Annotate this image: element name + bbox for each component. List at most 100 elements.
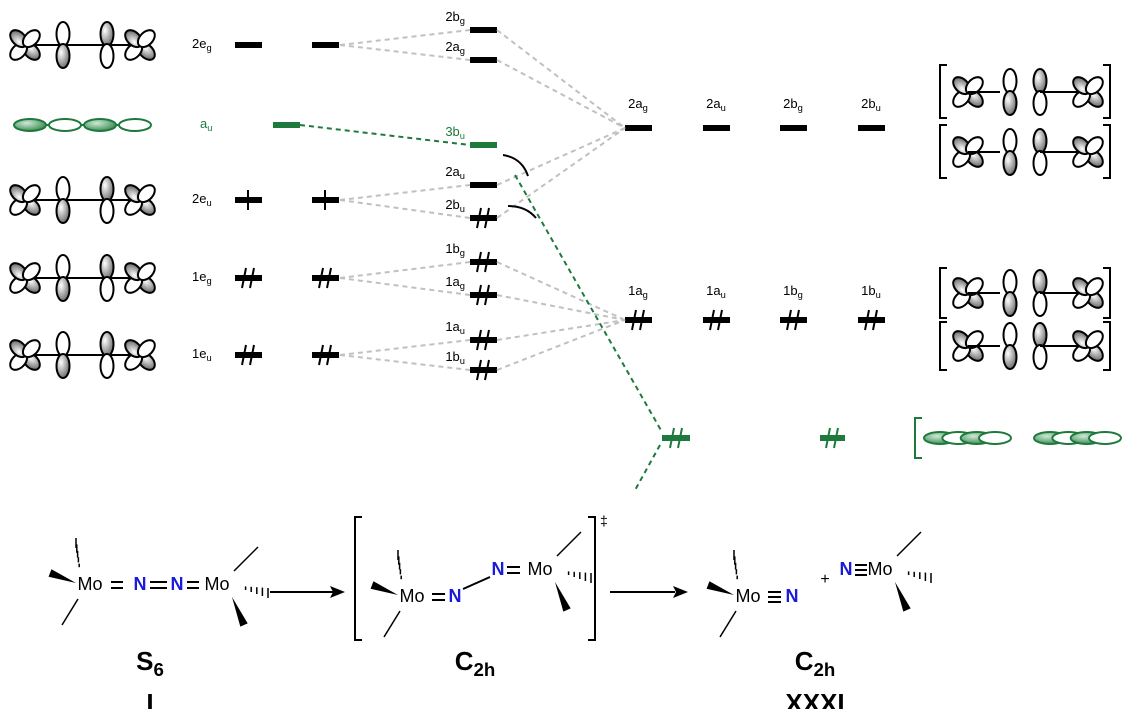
level [703, 317, 730, 323]
label-main: 3b [445, 124, 459, 139]
lobe [1089, 432, 1121, 444]
bracket [355, 517, 362, 640]
correlation-line [497, 262, 625, 320]
label-sub: 2h [473, 659, 495, 680]
label-sub: u [207, 123, 212, 133]
level [470, 57, 497, 63]
label-sub: u [876, 103, 881, 113]
label-sub: g [643, 103, 648, 113]
lobe [57, 22, 70, 46]
lobe [101, 22, 114, 46]
label: 1bg [445, 241, 465, 258]
lobe [1004, 129, 1017, 153]
atom: Mo [204, 574, 229, 594]
label-main: 1a [706, 283, 721, 298]
label-sub: 6 [153, 659, 163, 680]
bond [234, 547, 258, 571]
label: 2bu [445, 197, 465, 214]
lobe [979, 432, 1011, 444]
label: 1au [706, 283, 726, 300]
level [470, 337, 497, 343]
bond [463, 577, 490, 589]
atom: N [449, 586, 462, 606]
compound-label: I [146, 688, 153, 709]
level [235, 352, 262, 358]
level [625, 317, 652, 323]
level [235, 42, 262, 48]
atom: N [786, 586, 799, 606]
lobe [1004, 323, 1017, 347]
label-main: 1a [445, 274, 460, 289]
compound-label: XXXI [785, 688, 844, 709]
lobe [57, 199, 70, 223]
label-sub: g [460, 16, 465, 26]
level [662, 435, 690, 441]
label-sub: u [206, 353, 211, 363]
level [780, 317, 807, 323]
lobe [1004, 345, 1017, 369]
atom: N [171, 574, 184, 594]
lobe [101, 255, 114, 279]
label-main: 1a [628, 283, 643, 298]
label: 1bg [783, 283, 803, 300]
label-sub: u [460, 326, 465, 336]
label: au [200, 116, 212, 133]
label-sub: g [798, 103, 803, 113]
lobe [1034, 270, 1047, 294]
label-sub: g [460, 248, 465, 258]
correlation-line [634, 445, 660, 492]
label: 2au [706, 96, 726, 113]
correlation-line [497, 320, 625, 340]
lobe [57, 277, 70, 301]
wedge [707, 581, 734, 595]
atom: N [840, 559, 853, 579]
lobe [57, 332, 70, 356]
wedge [895, 582, 911, 612]
label-sub: g [206, 276, 211, 286]
bond [720, 611, 736, 637]
label-sub: g [206, 43, 211, 53]
wedge [555, 582, 571, 612]
lobe [119, 119, 151, 131]
label-main: 2a [706, 96, 721, 111]
bracket [1103, 268, 1110, 318]
label-main: 1e [192, 346, 206, 361]
level [470, 215, 497, 221]
lobe [57, 354, 70, 378]
correlation-line [497, 295, 625, 320]
atom: Mo [867, 559, 892, 579]
label-main: 1b [445, 241, 459, 256]
label: 1bu [861, 283, 881, 300]
lobe [57, 177, 70, 201]
label: C2h [795, 646, 836, 680]
bracket [940, 65, 947, 118]
arrowhead [673, 586, 688, 598]
bond [384, 611, 400, 637]
label-sub: u [460, 131, 465, 141]
label-main: 2e [192, 191, 206, 206]
label: 3bu [445, 124, 465, 141]
bond [897, 532, 921, 556]
label-sub: u [206, 198, 211, 208]
label-main: 1b [861, 283, 875, 298]
bracket [1103, 65, 1110, 118]
label: 2eg [192, 36, 212, 53]
label-sub: g [460, 281, 465, 291]
lobe [1034, 151, 1047, 175]
label-sub: g [798, 290, 803, 300]
bracket [940, 268, 947, 318]
label-main: C [455, 646, 474, 676]
label-sub: g [460, 46, 465, 56]
lobe [101, 177, 114, 201]
lobe [1004, 91, 1017, 115]
label: 2bg [445, 9, 465, 26]
lobe [57, 44, 70, 68]
bond [557, 532, 581, 556]
lobe [1034, 69, 1047, 93]
label: C2h [455, 646, 496, 680]
label-main: 1a [445, 319, 460, 334]
lobe [14, 119, 46, 131]
charge: + [820, 571, 829, 588]
label-main: 2b [783, 96, 797, 111]
bracket [915, 418, 922, 458]
